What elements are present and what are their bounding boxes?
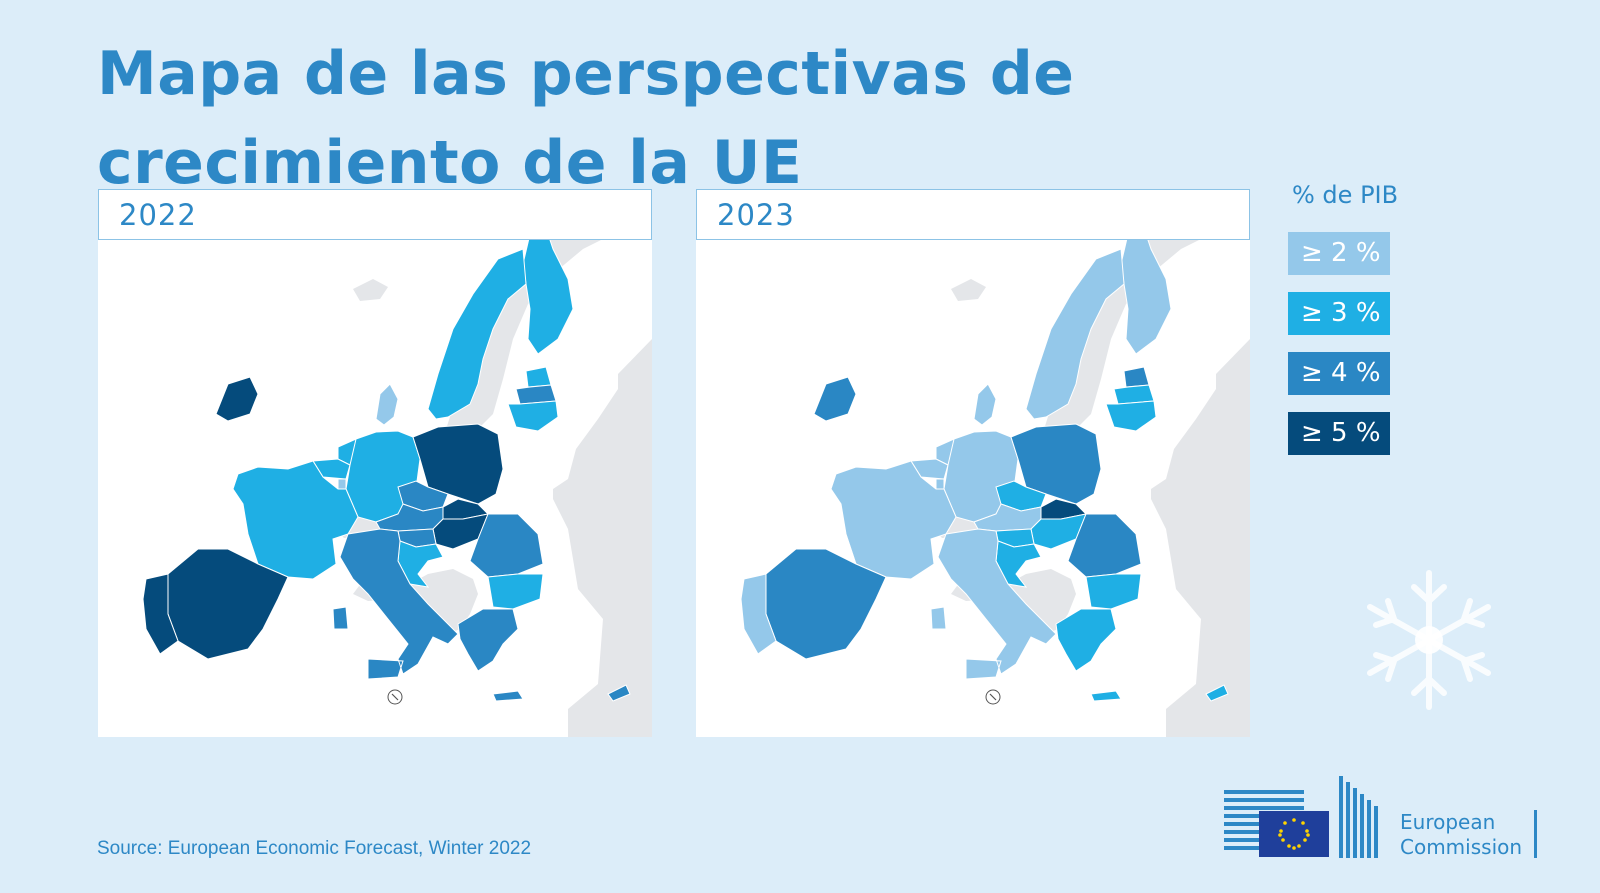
iceland-shape: [353, 279, 388, 301]
year-label: 2023: [717, 198, 795, 232]
logo-wordmark: European Commission: [1400, 810, 1522, 860]
year-header: 2023: [696, 189, 1250, 240]
country-greece: [457, 608, 524, 702]
country-lithuania: [1105, 400, 1157, 432]
europe-map-2022: [142, 201, 652, 737]
page-title-line-1: Mapa de las perspectivas de: [97, 39, 1075, 109]
country-portugal: [142, 573, 179, 655]
legend-title: % de PIB: [1292, 181, 1399, 209]
country-lithuania: [507, 400, 559, 432]
european-commission-logo: [1224, 776, 1378, 858]
norway-shape: [443, 201, 638, 444]
legend-item-4: ≥ 4 %: [1288, 352, 1390, 395]
country-france: [232, 460, 359, 580]
year-header: 2022: [98, 189, 652, 240]
country-estonia: [1123, 366, 1150, 388]
map-panel-2022: 2022: [98, 189, 652, 737]
country-portugal: [740, 573, 777, 655]
europe-map-2023: [740, 201, 1250, 737]
iceland-shape: [951, 279, 986, 301]
country-luxembourg: [337, 478, 347, 490]
country-sweden: [427, 248, 527, 420]
country-italy: [332, 528, 459, 680]
logo-line-1: European: [1400, 810, 1496, 834]
country-italy: [930, 528, 1057, 680]
country-luxembourg: [935, 478, 945, 490]
legend-item-2: ≥ 2 %: [1288, 232, 1390, 275]
source-note: Source: European Economic Forecast, Wint…: [97, 838, 532, 859]
country-france: [830, 460, 957, 580]
country-denmark: [375, 383, 399, 426]
country-romania: [469, 513, 544, 578]
country-ireland: [215, 376, 259, 422]
russia-shape: [553, 339, 652, 737]
norway-shape: [1041, 201, 1236, 444]
page-title: Mapa de las perspectivas de crecimiento …: [97, 30, 1074, 208]
country-greece: [1055, 608, 1122, 702]
country-sweden: [1025, 248, 1125, 420]
logo-line-2: Commission: [1400, 835, 1523, 859]
country-poland: [412, 423, 504, 505]
map-panel-2023: 2023: [696, 189, 1250, 737]
page-title-line-2: crecimiento de la UE: [97, 128, 803, 198]
country-latvia: [515, 384, 557, 405]
legend-item-5: ≥ 5 %: [1288, 412, 1390, 455]
country-bulgaria: [487, 573, 544, 610]
country-denmark: [973, 383, 997, 426]
country-cyprus: [1205, 684, 1229, 702]
legend-item-3: ≥ 3 %: [1288, 292, 1390, 335]
russia-shape: [1151, 339, 1250, 737]
country-poland: [1010, 423, 1102, 505]
country-ireland: [813, 376, 857, 422]
country-romania: [1067, 513, 1142, 578]
logo-divider: [1534, 810, 1537, 858]
snowflake-icon: [1367, 570, 1491, 710]
country-cyprus: [607, 684, 631, 702]
country-bulgaria: [1085, 573, 1142, 610]
country-estonia: [525, 366, 552, 388]
year-label: 2022: [119, 198, 197, 232]
country-latvia: [1113, 384, 1155, 405]
